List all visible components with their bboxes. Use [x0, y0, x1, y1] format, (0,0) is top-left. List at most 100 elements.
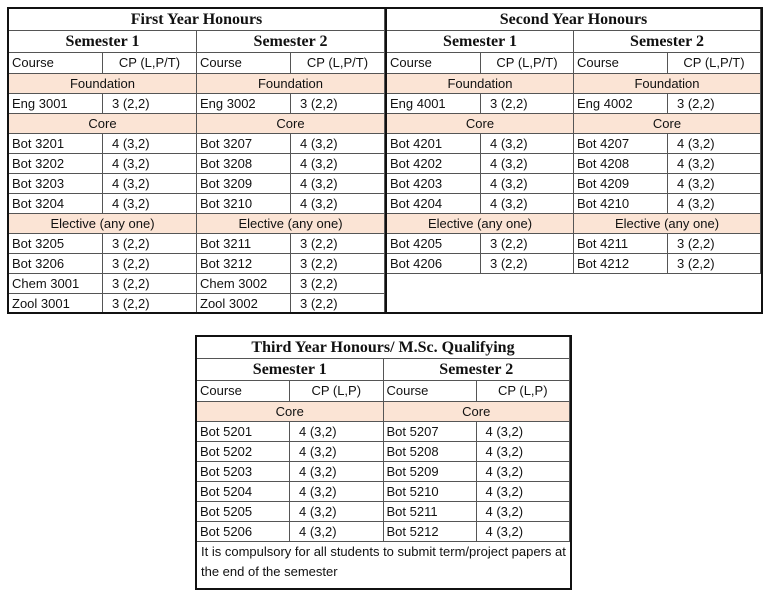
cp-cell: 4 (3,2)	[290, 422, 384, 442]
cp-cell: 3 (2,2)	[291, 274, 385, 294]
course-cell: Bot 5212	[383, 522, 477, 542]
section-header: Core	[387, 114, 574, 134]
cp-cell: 4 (3,2)	[291, 194, 385, 214]
course-cell: Bot 4204	[387, 194, 481, 214]
course-cell: Bot 3206	[9, 254, 103, 274]
section-header: Foundation	[9, 74, 197, 94]
cp-cell: 4 (3,2)	[476, 422, 570, 442]
cp-cell: 4 (3,2)	[668, 174, 761, 194]
course-cell: Bot 5208	[383, 442, 477, 462]
header-cell: Course	[197, 53, 291, 74]
cp-cell: 4 (3,2)	[291, 154, 385, 174]
course-cell: Bot 5210	[383, 482, 477, 502]
header-cell: CP (L,P/T)	[481, 53, 574, 74]
cp-cell: 3 (2,2)	[668, 234, 761, 254]
cp-cell: 4 (3,2)	[668, 194, 761, 214]
section-header: Elective (any one)	[197, 214, 385, 234]
cp-cell: 4 (3,2)	[290, 502, 384, 522]
cp-cell: 4 (3,2)	[476, 482, 570, 502]
header-cell: Course	[9, 53, 103, 74]
course-cell: Bot 4207	[574, 134, 668, 154]
cp-cell: 4 (3,2)	[103, 194, 197, 214]
title-cell: First Year Honours	[9, 9, 385, 31]
cp-cell: 4 (3,2)	[291, 174, 385, 194]
cp-cell: 4 (3,2)	[476, 522, 570, 542]
cp-cell: 4 (3,2)	[476, 502, 570, 522]
course-cell: Bot 5205	[197, 502, 290, 522]
table-border	[385, 7, 763, 314]
cp-cell: 3 (2,2)	[291, 234, 385, 254]
course-cell: Bot 3210	[197, 194, 291, 214]
course-cell: Bot 3211	[197, 234, 291, 254]
course-cell: Bot 4212	[574, 254, 668, 274]
course-cell: Chem 3002	[197, 274, 291, 294]
section-header: Elective (any one)	[387, 214, 574, 234]
cp-cell: 4 (3,2)	[290, 442, 384, 462]
course-cell: Bot 4201	[387, 134, 481, 154]
cp-cell: 3 (2,2)	[103, 234, 197, 254]
course-cell: Bot 3201	[9, 134, 103, 154]
cp-cell: 3 (2,2)	[103, 274, 197, 294]
header-cell: Course	[574, 53, 668, 74]
title-cell: Third Year Honours/ M.Sc. Qualifying	[197, 337, 570, 359]
cp-cell: 3 (2,2)	[481, 94, 574, 114]
cp-cell: 4 (3,2)	[291, 134, 385, 154]
course-cell: Chem 3001	[9, 274, 103, 294]
section-header: Foundation	[574, 74, 761, 94]
course-cell: Bot 3204	[9, 194, 103, 214]
section-header: Core	[383, 402, 570, 422]
course-cell: Bot 4211	[574, 234, 668, 254]
cp-cell: 3 (2,2)	[481, 234, 574, 254]
course-cell: Bot 4210	[574, 194, 668, 214]
section-header: Elective (any one)	[574, 214, 761, 234]
course-cell: Bot 3212	[197, 254, 291, 274]
course-cell: Bot 3202	[9, 154, 103, 174]
course-cell: Bot 5202	[197, 442, 290, 462]
course-cell: Bot 5206	[197, 522, 290, 542]
course-cell: Bot 4202	[387, 154, 481, 174]
cp-cell: 3 (2,2)	[291, 94, 385, 114]
course-cell: Bot 3209	[197, 174, 291, 194]
semester-title: Semester 1	[197, 359, 384, 381]
cp-cell: 4 (3,2)	[103, 134, 197, 154]
header-cell: CP (L,P/T)	[103, 53, 197, 74]
cp-cell: 4 (3,2)	[103, 174, 197, 194]
semester-title: Semester 2	[383, 359, 570, 381]
title-cell: Second Year Honours	[387, 9, 761, 31]
course-cell: Eng 3002	[197, 94, 291, 114]
table-border	[195, 335, 572, 590]
header-cell: Course	[197, 381, 290, 402]
cp-cell: 3 (2,2)	[668, 94, 761, 114]
header-cell: Course	[387, 53, 481, 74]
semester-title: Semester 2	[574, 31, 761, 53]
note: It is compulsory for all students to sub…	[201, 544, 566, 579]
cp-cell: 3 (2,2)	[103, 254, 197, 274]
header-cell: CP (L,P)	[290, 381, 384, 402]
semester-title: Semester 2	[197, 31, 385, 53]
cp-cell: 4 (3,2)	[481, 154, 574, 174]
course-cell: Bot 3203	[9, 174, 103, 194]
cp-cell: 3 (2,2)	[103, 94, 197, 114]
cp-cell: 4 (3,2)	[290, 462, 384, 482]
header-cell: CP (L,P)	[476, 381, 570, 402]
semester-title: Semester 1	[387, 31, 574, 53]
course-cell: Bot 5207	[383, 422, 477, 442]
section-header: Elective (any one)	[9, 214, 197, 234]
cp-cell: 4 (3,2)	[290, 482, 384, 502]
cp-cell: 4 (3,2)	[481, 194, 574, 214]
section-header: Core	[574, 114, 761, 134]
course-cell: Eng 4001	[387, 94, 481, 114]
course-cell: Bot 4206	[387, 254, 481, 274]
course-cell: Bot 4205	[387, 234, 481, 254]
header-cell: Course	[383, 381, 477, 402]
course-cell: Bot 3208	[197, 154, 291, 174]
cp-cell: 4 (3,2)	[103, 154, 197, 174]
course-cell: Bot 5209	[383, 462, 477, 482]
section-header: Foundation	[197, 74, 385, 94]
course-cell: Bot 4209	[574, 174, 668, 194]
cp-cell: 3 (2,2)	[481, 254, 574, 274]
section-header: Core	[197, 114, 385, 134]
cp-cell: 4 (3,2)	[668, 154, 761, 174]
table-border	[7, 7, 387, 314]
